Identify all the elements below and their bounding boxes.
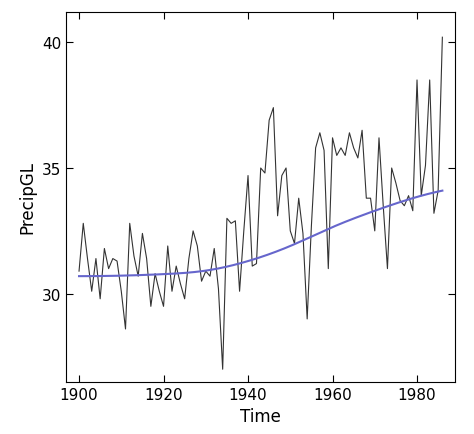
Y-axis label: PrecipGL: PrecipGL [18,161,36,234]
X-axis label: Time: Time [240,407,281,425]
